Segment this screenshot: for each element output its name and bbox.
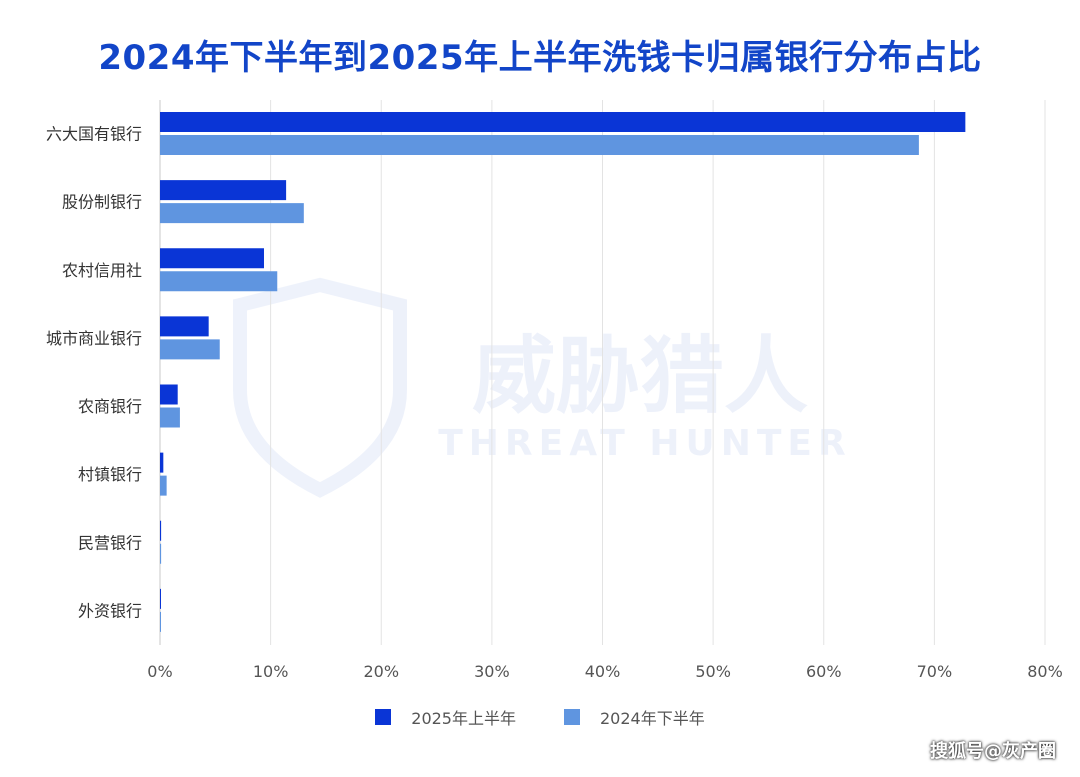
bar-2024[interactable]	[160, 271, 278, 292]
watermark-shield-icon	[233, 277, 407, 498]
x-tick-label: 0%	[147, 662, 172, 681]
category-label: 股份制银行	[62, 193, 142, 212]
bar-2024[interactable]	[160, 475, 167, 496]
watermark-en: THREAT HUNTER	[438, 423, 852, 464]
bar-2024[interactable]	[160, 611, 161, 632]
x-tick-label: 10%	[253, 662, 289, 681]
legend-item-2024[interactable]: 2024年下半年	[564, 705, 705, 729]
x-tick-label: 80%	[1027, 662, 1063, 681]
legend-swatch-2024	[564, 709, 580, 725]
bar-2025[interactable]	[160, 452, 164, 473]
category-label: 农商银行	[78, 397, 142, 416]
bar-2025[interactable]	[160, 316, 209, 337]
bar-2025[interactable]	[160, 384, 178, 405]
legend-label-2025: 2025年上半年	[411, 709, 516, 728]
legend-swatch-2025	[375, 709, 392, 725]
bar-2024[interactable]	[160, 543, 162, 564]
watermark: 威胁猎人 THREAT HUNTER	[233, 277, 852, 498]
grid-lines	[159, 100, 1046, 645]
bar-2024[interactable]	[160, 407, 180, 428]
category-label: 城市商业银行	[46, 329, 142, 348]
bar-2024[interactable]	[160, 135, 919, 155]
x-tick-label: 40%	[585, 662, 621, 681]
watermark-cn: 威胁猎人	[472, 327, 808, 425]
category-label: 农村信用社	[62, 261, 142, 280]
bar-2024[interactable]	[160, 339, 220, 360]
bar-2025[interactable]	[160, 520, 162, 541]
x-tick-label: 60%	[806, 662, 842, 681]
category-label: 民营银行	[78, 533, 142, 552]
bar-2025[interactable]	[160, 180, 287, 201]
bar-2024[interactable]	[160, 203, 304, 224]
x-tick-label: 20%	[363, 662, 399, 681]
source-watermark: 搜狐号@灰产圈	[930, 741, 1056, 762]
bar-2025[interactable]	[160, 248, 264, 269]
x-tick-label: 70%	[917, 662, 953, 681]
legend-label-2024: 2024年下半年	[600, 709, 705, 728]
bar-2025[interactable]	[160, 588, 161, 609]
legend-item-2025[interactable]: 2025年上半年	[375, 705, 516, 729]
chart-title: 2024年下半年到2025年上半年洗钱卡归属银行分布占比	[98, 38, 982, 78]
category-label: 六大国有银行	[46, 125, 142, 144]
bars	[160, 112, 966, 632]
category-label: 外资银行	[78, 601, 142, 620]
x-tick-label: 50%	[695, 662, 731, 681]
legend: 2025年上半年 2024年下半年	[0, 705, 1080, 729]
bar-2025[interactable]	[160, 112, 966, 132]
category-label: 村镇银行	[78, 465, 142, 484]
x-tick-labels: 0% 10% 20% 30% 40% 50% 60% 70% 80%	[147, 662, 1062, 681]
x-tick-label: 30%	[474, 662, 510, 681]
